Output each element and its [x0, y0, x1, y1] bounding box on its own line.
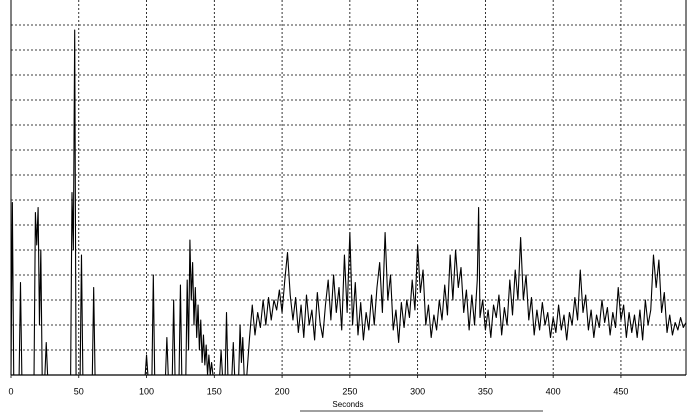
data-line: [10, 29, 687, 376]
x-tick-label: 200: [275, 386, 290, 396]
x-tick-label: 400: [546, 386, 561, 396]
x-tick-label: 250: [342, 386, 357, 396]
x-tick-label: 0: [8, 386, 13, 396]
x-tick-label: 450: [613, 386, 628, 396]
x-tick-label: 50: [74, 386, 84, 396]
x-axis-label: Seconds: [332, 400, 363, 409]
x-tick-label: 300: [410, 386, 425, 396]
x-tick-label: 100: [139, 386, 154, 396]
x-tick-label: 350: [478, 386, 493, 396]
x-tick-label: 150: [207, 386, 222, 396]
